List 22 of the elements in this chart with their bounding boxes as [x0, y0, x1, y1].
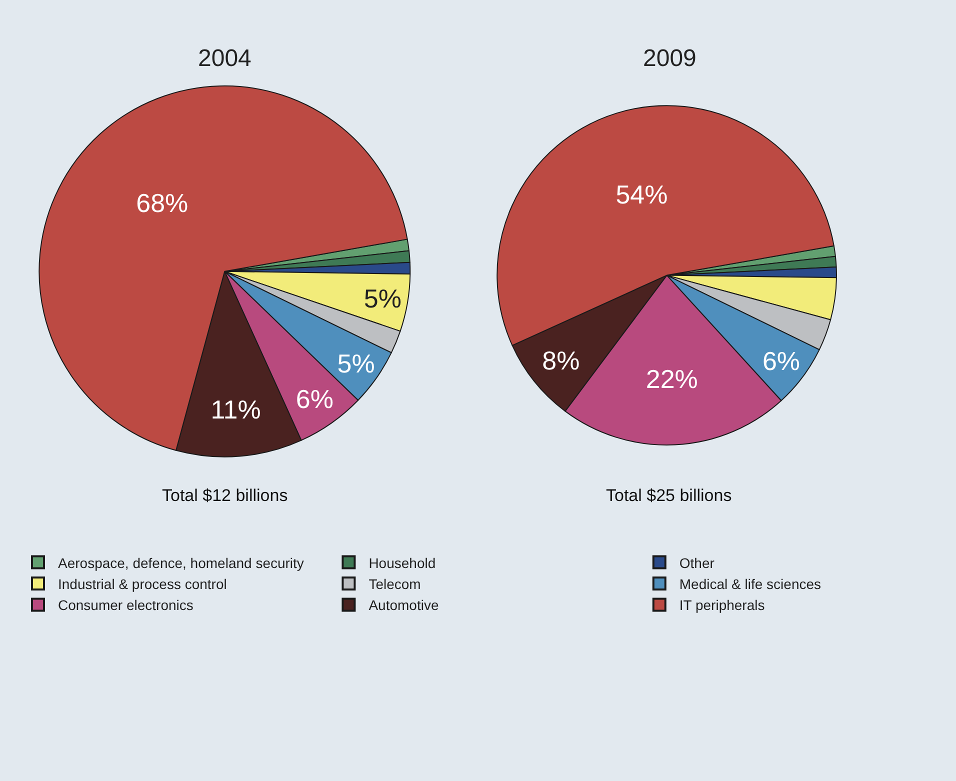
legend-label: Other — [679, 554, 715, 571]
data-label: 6% — [762, 346, 800, 376]
text: Total $12 billions — [162, 486, 288, 505]
slice-label: 2004 — [198, 45, 252, 72]
data-label: 68% — [136, 188, 188, 218]
data-label: 5% — [364, 284, 402, 314]
data-label: 8% — [542, 345, 580, 376]
legend-label: Telecom — [368, 576, 421, 592]
data-label: 5% — [337, 348, 375, 378]
data-label: 54% — [616, 179, 668, 210]
data-label: 6% — [296, 384, 334, 414]
legend-label: Household — [368, 554, 436, 571]
legend-label: Aerospace, defence, homeland security — [58, 554, 304, 571]
data-label: 11% — [210, 394, 261, 425]
legend-label: Consumer electronics — [58, 597, 194, 614]
data-label: 22% — [646, 364, 698, 394]
legend-label: IT peripherals — [679, 597, 765, 614]
text: Total $25 billions — [606, 486, 732, 505]
legend-label: Industrial & process control — [58, 576, 227, 592]
slice-label: 2009 — [643, 45, 696, 72]
legend-label: Automotive — [368, 597, 439, 614]
legend-label: Medical & life sciences — [679, 576, 822, 592]
